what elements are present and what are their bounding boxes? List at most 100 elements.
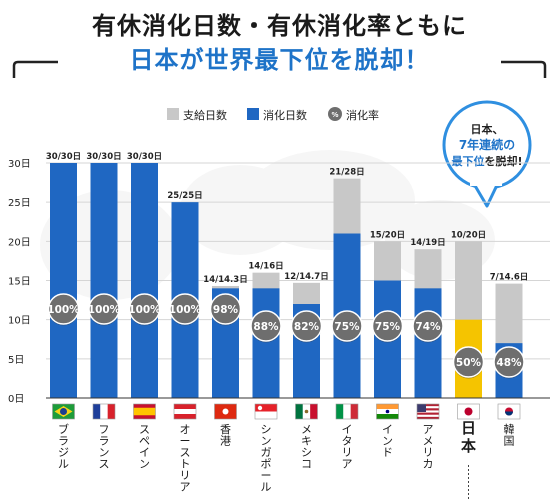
x-tick-label: シ [261,423,272,436]
x-tick-label: ア [180,481,191,494]
rate-label: 75% [375,321,401,333]
x-tick-label: ル [261,481,272,494]
x-tick-label: メ [301,423,312,436]
bar-value-label: 12/14.7日 [284,272,328,282]
x-tick-label: リ [423,446,434,459]
x-tick-label: フ [99,423,110,436]
x-tick-label: ジ [58,446,69,459]
x-tick-label: キ [301,435,312,448]
y-tick-label: 15日 [8,277,31,288]
legend-swatch-used [247,108,259,120]
flag-icon [52,403,75,420]
bar-value-label: 14/14.3日 [203,275,247,285]
x-tick-label: ラ [99,435,110,448]
legend-label-used: 消化日数 [263,108,307,122]
rate-circle [209,293,242,325]
flag-icon [335,403,359,420]
x-tick-label: イ [139,446,150,459]
x-tick-label: 韓 [504,423,515,436]
x-tick-label: ト [180,458,191,471]
x-tick-label: タ [342,435,353,448]
x-axis-labels: ブラジルフランススペインオーストリア香港シンガポールメキシコイタリアインドアメリ… [58,419,515,500]
x-tick-label: ペ [139,435,150,448]
x-tick-label: 日 [461,419,476,437]
x-tick-label: カ [423,458,434,471]
y-axis-labels: 0日 5日 10日 15日 20日 25日 30日 [8,159,31,405]
x-tick-label: ド [382,446,393,459]
x-tick-label: 国 [504,435,515,448]
bar-used [90,163,118,398]
x-tick-label: メ [423,435,434,448]
x-tick-label: 香 [220,423,231,436]
callout-line-3-highlight: 最下位 [451,154,484,168]
rate-label: 100% [88,304,121,316]
x-tick-label: イ [342,423,353,436]
rate-circle [493,346,525,378]
callout-line-3-rest: を脱却! [484,154,522,168]
x-tick-label: ス [180,446,191,459]
bar-value-label: 30/30日 [46,152,81,162]
flag-icon [457,403,480,420]
y-tick-label: 5日 [8,355,24,366]
legend-label-granted: 支給日数 [183,108,227,122]
bar-value-label: 10/20日 [451,230,486,240]
y-tick-label: 10日 [8,316,31,327]
flag-icon [133,403,156,420]
rate-circle [331,310,363,342]
flag-icon [254,403,278,420]
x-tick-label: シ [301,446,312,459]
bar-used [131,163,158,398]
rate-circle [452,346,485,378]
x-tick-label: ア [423,423,434,436]
x-tick-label: コ [301,458,312,471]
x-tick-label: ン [261,435,272,448]
rate-circle [128,293,161,325]
title-bracket-right [501,60,547,78]
rate-label: 82% [294,321,320,333]
x-tick-label: ポ [261,458,272,471]
x-tick-label: ー [180,435,191,448]
flags [52,403,521,420]
bar-used [252,288,280,398]
legend: 支給日数 消化日数 % 消化率 [167,107,379,122]
callout-pointer-mask [470,178,502,186]
callout-line-1: 日本、 [471,122,504,136]
flag-icon [92,403,116,420]
rate-circle [290,310,323,342]
legend-label-rate: 消化率 [346,108,379,122]
bar-value-label: 14/16日 [248,262,283,272]
x-tick-label: ン [382,435,393,448]
title-bracket-left [12,60,58,78]
x-tick-label: リ [180,469,191,482]
rate-label: 75% [334,321,360,333]
rate-circle [47,293,80,325]
rate-label: 88% [253,321,279,333]
bar-value-label: 14/19日 [410,238,445,248]
x-tick-label: イ [382,423,393,436]
rate-label: 100% [169,304,202,316]
y-tick-label: 30日 [8,159,31,170]
legend-rate-icon-text: % [331,111,338,119]
flag-icon [376,403,399,420]
rate-circle [88,293,120,325]
x-tick-label: ガ [261,446,272,459]
legend-swatch-granted [167,108,179,120]
rate-label: 100% [128,304,161,316]
bar-used [414,288,442,398]
rate-label: 50% [456,357,482,369]
x-tick-label: ン [99,446,110,459]
rate-circle [371,310,404,342]
x-tick-label: ラ [58,435,69,448]
callout-line-2: 7年連続の [459,137,515,152]
flag-icon [295,403,318,420]
x-tick-label: リ [342,446,353,459]
bar-value-label: 25/25日 [167,191,202,201]
bar-value-label: 15/20日 [370,230,405,240]
x-tick-label: ン [139,458,150,471]
callout-line-3: 最下位を脱却! [451,154,522,168]
y-tick-label: 0日 [8,394,24,405]
title-line-1: 有休消化日数・有休消化率ともに [92,12,467,40]
x-tick-label: オ [180,423,191,436]
rate-label: 100% [47,304,80,316]
rate-circle [250,310,282,342]
